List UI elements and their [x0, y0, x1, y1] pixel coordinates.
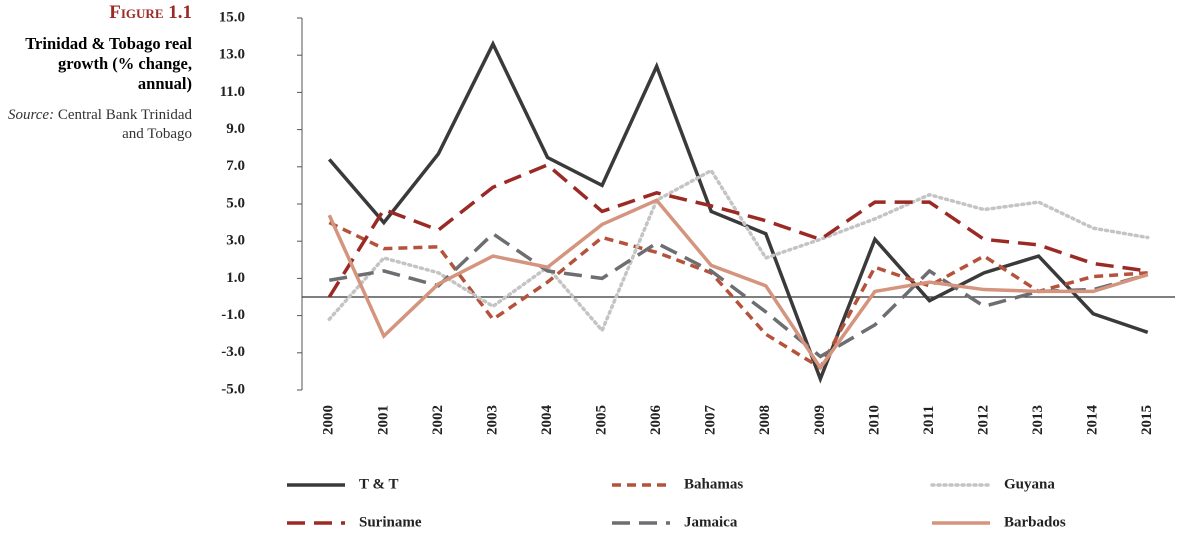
- x-tick-label: 2005: [594, 405, 610, 435]
- legend-label: T & T: [359, 476, 398, 492]
- x-tick-label: 2015: [1139, 405, 1155, 435]
- series-line: [328, 231, 1149, 359]
- x-tick-label: 2001: [375, 405, 391, 435]
- y-tick-label: 9.0: [226, 121, 245, 137]
- y-tick-label: -3.0: [221, 344, 245, 360]
- x-tick-label: 2014: [1085, 405, 1101, 436]
- legend-label: Guyana: [1004, 476, 1055, 492]
- series-line: [327, 162, 1148, 298]
- x-tick-label: 2008: [757, 405, 773, 435]
- x-tick-label: 2007: [703, 405, 719, 436]
- x-tick-label: 2002: [430, 405, 446, 435]
- x-tick-label: 2004: [539, 405, 555, 436]
- y-tick-label: -1.0: [221, 307, 245, 323]
- x-tick-label: 2010: [866, 405, 882, 435]
- y-tick-label: 15.0: [219, 9, 245, 25]
- legend-label: Barbados: [1004, 514, 1066, 530]
- x-tick-label: 2013: [1030, 405, 1046, 435]
- x-tick-label: 2000: [321, 405, 337, 435]
- source: Source: Central Bank Trinidad and Tobago: [0, 106, 192, 144]
- source-text: Central Bank Trinidad and Tobago: [57, 107, 192, 142]
- y-tick-label: -5.0: [221, 381, 245, 397]
- y-tick-label: 3.0: [226, 233, 245, 249]
- x-tick-label: 2006: [648, 405, 664, 436]
- x-tick-label: 2009: [812, 405, 828, 435]
- x-tick-label: 2012: [975, 405, 991, 435]
- y-tick-label: 1.0: [226, 270, 245, 286]
- series-line: [327, 198, 1149, 371]
- series-line: [328, 221, 1148, 371]
- series-line: [327, 168, 1150, 334]
- x-tick-label: 2003: [484, 405, 500, 435]
- sidebar: Figure 1.1 Trinidad & Tobago real growth…: [0, 0, 192, 144]
- y-tick-label: 11.0: [220, 84, 245, 100]
- legend-label: Bahamas: [684, 476, 743, 492]
- y-tick-label: 7.0: [226, 158, 245, 174]
- y-tick-label: 13.0: [219, 47, 245, 63]
- y-tick-label: 5.0: [226, 195, 245, 211]
- legend-label: Jamaica: [684, 514, 738, 530]
- chart-title: Trinidad & Tobago real growth (% change,…: [25, 34, 192, 93]
- series-line: [327, 40, 1149, 384]
- legend-label: Suriname: [359, 514, 422, 530]
- figure-label: Figure 1.1: [109, 2, 192, 23]
- source-label: Source:: [7, 107, 55, 123]
- x-tick-label: 2011: [921, 405, 937, 434]
